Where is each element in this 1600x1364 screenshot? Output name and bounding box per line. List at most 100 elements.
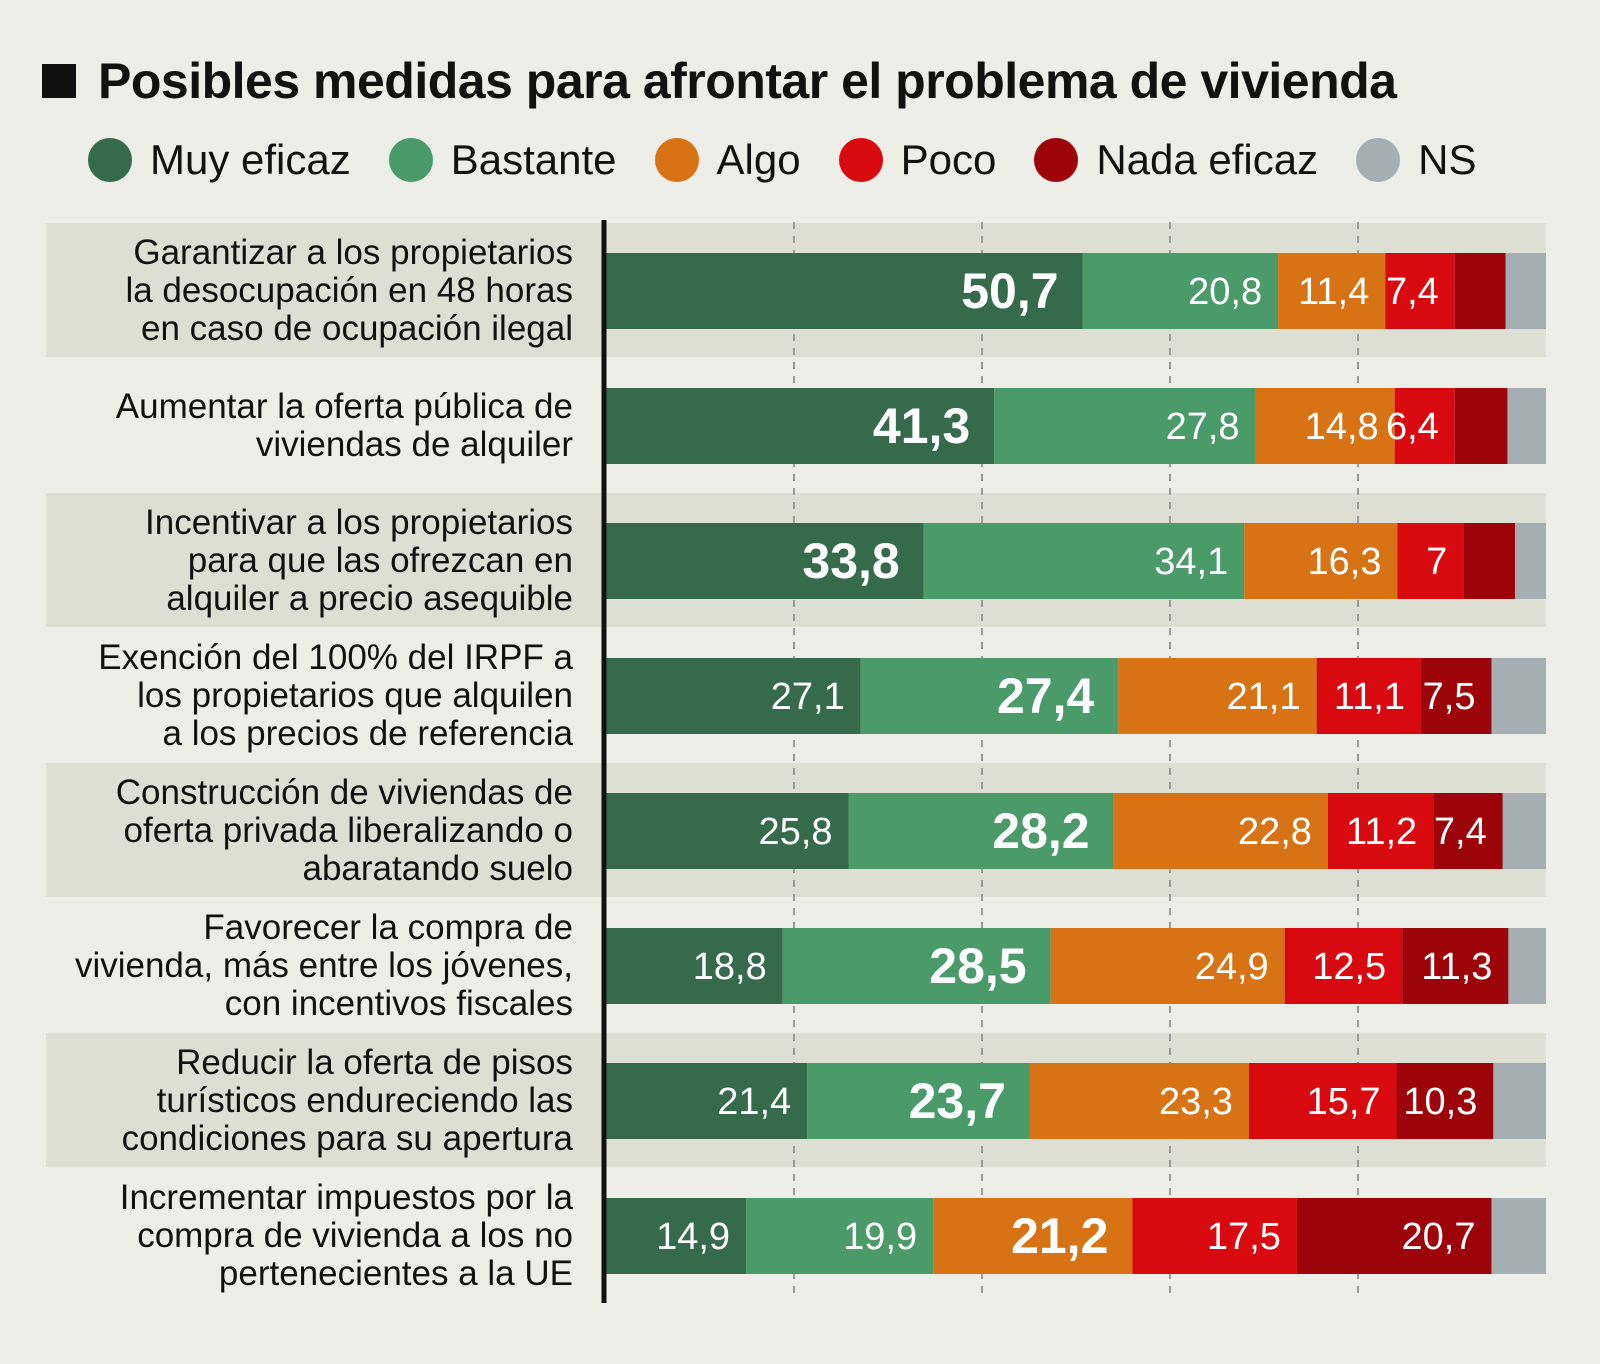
data-label: 27,4 — [997, 668, 1095, 724]
category-label: Incentivar a los propietarios — [145, 503, 573, 542]
bar-segment — [933, 1198, 1133, 1274]
data-label: 19,9 — [843, 1216, 917, 1258]
bar-segment — [1433, 793, 1503, 869]
legend-label: NS — [1418, 136, 1477, 183]
category-label: abaratando suelo — [303, 849, 574, 888]
bar-segment — [606, 253, 1083, 329]
data-label: 12,5 — [1312, 946, 1386, 988]
bar-segment — [807, 1063, 1030, 1139]
legend-label: Poco — [900, 136, 997, 183]
data-label: 23,3 — [1159, 1081, 1233, 1123]
data-label: 20,7 — [1402, 1216, 1476, 1258]
bar-segment — [1508, 928, 1546, 1004]
category-label: en caso de ocupación ilegal — [141, 309, 573, 348]
data-label: 25,8 — [759, 811, 833, 853]
data-label: 7,5 — [1423, 676, 1476, 718]
data-label: 21,2 — [1011, 1208, 1108, 1264]
legend-dot-icon — [1034, 138, 1079, 182]
bar-segment — [1491, 658, 1546, 734]
category-label: condiciones para su apertura — [122, 1119, 574, 1158]
bar-segment — [606, 1063, 808, 1139]
category-label: con incentivos fiscales — [225, 984, 573, 1023]
data-label: 27,8 — [1166, 406, 1240, 448]
category-label: Favorecer la compra de — [203, 908, 573, 947]
data-label: 11,2 — [1346, 811, 1417, 853]
data-label: 41,3 — [873, 398, 970, 454]
bar-segment — [1255, 388, 1395, 464]
data-label: 14,8 — [1305, 406, 1379, 448]
legend-dot-icon — [1356, 138, 1401, 182]
category-label: a los precios de referencia — [163, 714, 574, 753]
bar-segment — [1394, 388, 1455, 464]
category-label: la desocupación en 48 horas — [125, 271, 573, 310]
bar-segment — [1397, 523, 1464, 599]
bar-segment — [1050, 928, 1285, 1004]
bar-segment — [1113, 793, 1328, 869]
bar-segment — [1491, 1198, 1546, 1274]
legend-item-ns: NS — [1356, 136, 1476, 184]
bar-segment — [606, 793, 849, 869]
bar-segment — [1327, 793, 1434, 869]
data-label: 21,4 — [717, 1081, 791, 1123]
bar-segment — [606, 523, 924, 599]
bar-segment — [923, 523, 1245, 599]
category-label: los propietarios que alquilen — [137, 676, 573, 715]
legend-item-bastante: Bastante — [388, 136, 617, 184]
bar-segment — [1454, 388, 1508, 464]
category-label: oferta privada liberalizando o — [124, 811, 573, 850]
legend-dot-icon — [838, 138, 883, 182]
bar-segment — [606, 388, 995, 464]
bar-segment — [1248, 1063, 1397, 1139]
title-square-icon — [42, 64, 76, 98]
legend-dot-icon — [654, 138, 699, 182]
bar-segment — [1385, 253, 1455, 329]
chart-title: Posibles medidas para afrontar el proble… — [98, 53, 1397, 109]
legend-label: Algo — [716, 136, 801, 183]
bar-segment — [1420, 658, 1492, 734]
bar-segment — [606, 658, 861, 734]
bar-segment — [1132, 1198, 1297, 1274]
category-label: turísticos endureciendo las — [157, 1081, 573, 1120]
legend-item-nada-eficaz: Nada eficaz — [1034, 136, 1318, 184]
legend-dot-icon — [88, 138, 132, 182]
category-label: para que las ofrezcan en — [188, 541, 573, 580]
category-label: Incrementar impuestos por la — [120, 1178, 574, 1217]
legend-label: Bastante — [450, 136, 617, 183]
category-label: Construcción de viviendas de — [116, 773, 573, 812]
chart-title-block: Posibles medidas para afrontar el proble… — [42, 52, 1397, 110]
bar-segment — [782, 928, 1051, 1004]
bar-segment — [1502, 793, 1546, 869]
category-label: Reducir la oferta de pisos — [176, 1043, 573, 1082]
category-label: pertenecientes a la UE — [219, 1254, 573, 1293]
category-label: vivienda, más entre los jóvenes, — [75, 946, 573, 985]
data-label: 14,9 — [656, 1216, 730, 1258]
legend-item-muy-eficaz: Muy eficaz — [88, 136, 351, 184]
data-label: 18,8 — [693, 946, 767, 988]
bar-segment — [606, 1198, 747, 1274]
category-label: Exención del 100% del IRPF a — [98, 638, 573, 677]
bar-segment — [746, 1198, 934, 1274]
category-label: Aumentar la oferta pública de — [116, 387, 573, 426]
data-label: 28,5 — [929, 938, 1026, 994]
data-label: 22,8 — [1238, 811, 1312, 853]
bar-segment — [1454, 253, 1506, 329]
data-label: 11,4 — [1298, 271, 1369, 313]
bar-segment — [1493, 1063, 1546, 1139]
data-label: 50,7 — [961, 263, 1058, 319]
bar-segment — [1514, 523, 1546, 599]
data-label: 23,7 — [909, 1073, 1006, 1129]
data-label: 24,9 — [1195, 946, 1269, 988]
data-label: 10,3 — [1403, 1081, 1477, 1123]
data-label: 20,8 — [1188, 271, 1262, 313]
category-label: alquiler a precio asequible — [166, 579, 573, 618]
legend-dot-icon — [388, 138, 433, 182]
bar-segment — [848, 793, 1114, 869]
bar-segment — [1507, 388, 1546, 464]
bar-segment — [1463, 523, 1515, 599]
bar-segment — [1396, 1063, 1494, 1139]
data-label: 7,4 — [1434, 811, 1487, 853]
bar-segment — [1278, 253, 1386, 329]
data-label: 11,1 — [1334, 676, 1405, 718]
category-label: Garantizar a los propietarios — [133, 233, 573, 272]
